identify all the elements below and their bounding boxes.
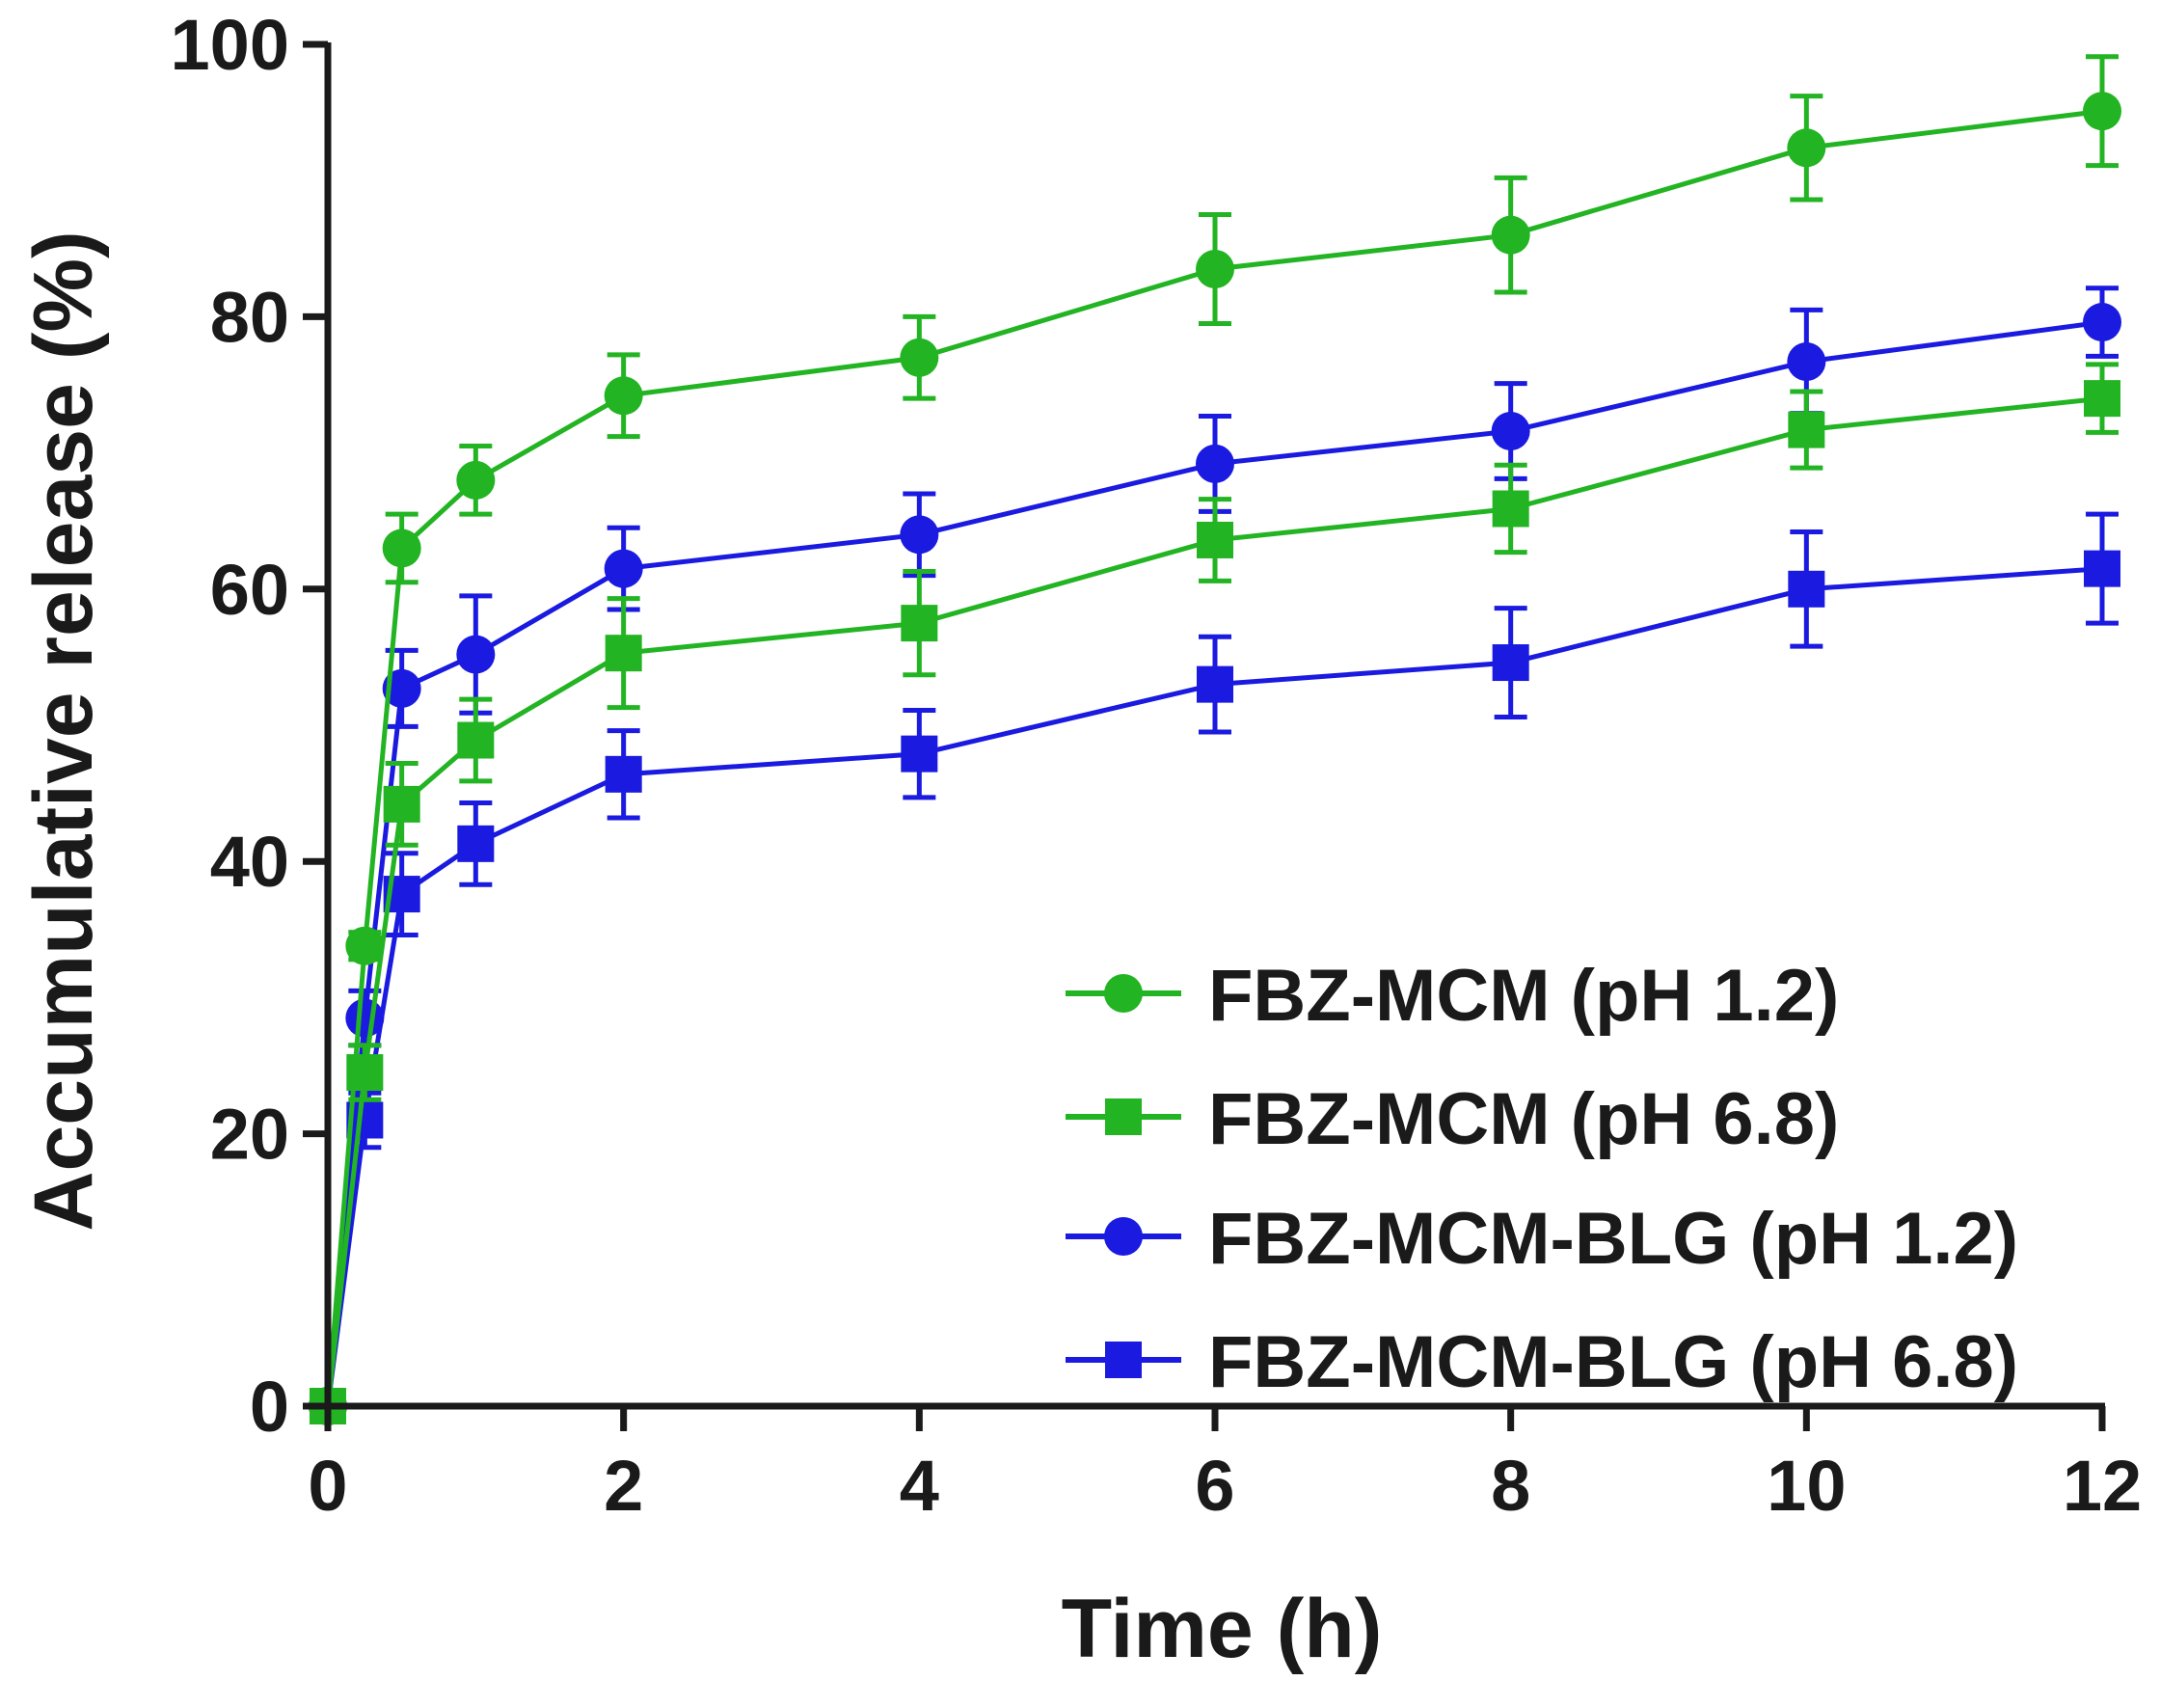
data-point (456, 460, 496, 500)
data-point (605, 635, 642, 672)
legend-item: FBZ-MCM-BLG (pH 6.8) (1066, 1321, 2018, 1403)
data-point (1196, 249, 1234, 288)
series-2 (310, 362, 2120, 1424)
y-tick-label: 80 (210, 277, 289, 357)
data-point (901, 605, 938, 642)
data-point (604, 376, 643, 416)
data-point (1787, 341, 1826, 381)
x-tick-label: 0 (308, 1446, 347, 1526)
legend-item: FBZ-MCM (pH 1.2) (1066, 955, 1839, 1037)
legend-item: FBZ-MCM (pH 6.8) (1066, 1078, 1839, 1160)
data-point (604, 549, 643, 588)
legend-marker (1104, 974, 1143, 1013)
legend-label: FBZ-MCM (pH 6.8) (1208, 1078, 1839, 1160)
y-axis-label: Accumulative release (%) (17, 230, 110, 1231)
data-point (1491, 412, 1530, 451)
legend-label: FBZ-MCM-BLG (pH 6.8) (1208, 1321, 2018, 1403)
data-point (1492, 490, 1529, 528)
x-tick-label: 12 (2063, 1446, 2142, 1526)
legend-marker (1105, 1342, 1142, 1378)
data-point (1788, 411, 1825, 448)
data-point (345, 926, 385, 965)
data-point (1196, 444, 1234, 483)
legend-item: FBZ-MCM-BLG (pH 1.2) (1066, 1198, 2018, 1280)
data-point (1492, 644, 1529, 682)
data-point (457, 825, 495, 862)
data-point (2083, 92, 2121, 131)
data-point (2083, 303, 2121, 342)
x-tick-label: 6 (1195, 1446, 1234, 1526)
legend-label: FBZ-MCM-BLG (pH 1.2) (1208, 1198, 2018, 1280)
x-tick-label: 4 (900, 1446, 939, 1526)
series-4 (310, 511, 2120, 1424)
data-point (605, 755, 642, 793)
plot-area (309, 54, 2121, 1425)
data-point (456, 635, 496, 674)
data-point (1197, 521, 1233, 558)
data-point (900, 338, 939, 377)
legend-label: FBZ-MCM (pH 1.2) (1208, 955, 1839, 1037)
series-line (325, 566, 2103, 1407)
data-point (1788, 570, 1825, 608)
data-point (457, 721, 495, 759)
legend-marker (1104, 1217, 1143, 1256)
data-point (901, 735, 938, 773)
x-tick-label: 10 (1767, 1446, 1846, 1526)
y-tick-label: 20 (210, 1095, 289, 1175)
y-tick-label: 60 (210, 550, 289, 630)
axes: 0 20 40 60 80 100 0 2 4 6 8 10 12 (171, 5, 2143, 1526)
series-1 (309, 54, 2121, 1425)
series-line (325, 319, 2103, 1407)
data-point (1197, 665, 1233, 703)
data-point (1491, 215, 1530, 255)
y-tick-label: 100 (171, 5, 289, 85)
series-line (325, 395, 2103, 1407)
data-point (1787, 128, 1826, 168)
data-point (2084, 380, 2120, 418)
series-line (325, 108, 2103, 1407)
x-tick-label: 2 (604, 1446, 643, 1526)
data-point (382, 529, 421, 568)
data-point (2084, 550, 2120, 587)
data-point (383, 785, 420, 823)
legend-marker (1105, 1098, 1142, 1135)
data-point (345, 998, 385, 1038)
y-tick-label: 0 (250, 1367, 289, 1447)
data-point (382, 668, 421, 708)
data-point (900, 515, 939, 555)
x-tick-label: 8 (1491, 1446, 1530, 1526)
x-axis-label: Time (h) (1062, 1583, 1383, 1675)
y-tick-label: 40 (210, 822, 289, 902)
legend: FBZ-MCM (pH 1.2) FBZ-MCM (pH 6.8) FBZ-MCM-… (1066, 955, 2018, 1403)
